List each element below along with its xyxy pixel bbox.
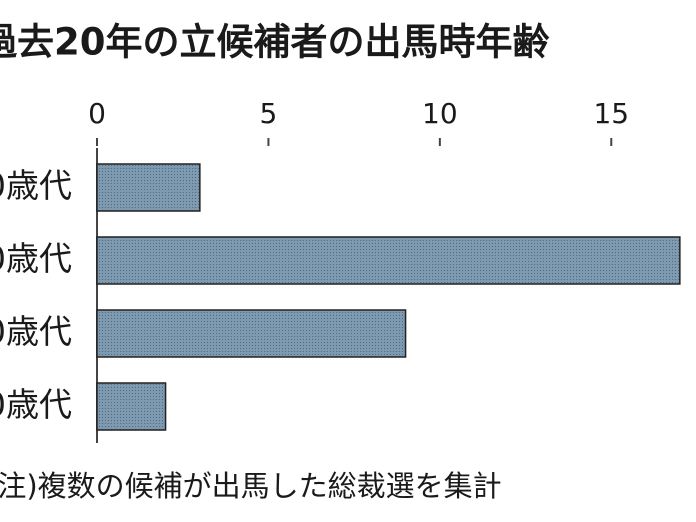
x-tick-label: 0 (88, 97, 106, 130)
y-tick-label: 40歳代 (0, 166, 72, 205)
y-tick-label: 50歳代 (0, 239, 72, 278)
y-tick-label: 70歳代 (0, 385, 72, 424)
bar (96, 236, 681, 285)
x-tick-label: 15 (593, 97, 629, 130)
x-tick-label: 10 (422, 97, 458, 130)
bar (96, 163, 201, 212)
bar (96, 309, 407, 358)
x-tick-label: 5 (260, 97, 278, 130)
note: (注)複数の候補が出馬した総裁選を集計 (0, 469, 502, 503)
chart-title: 過去20年の立候補者の出馬時年齢 (0, 21, 550, 64)
y-tick-label: 60歳代 (0, 312, 72, 351)
bar (96, 382, 167, 431)
